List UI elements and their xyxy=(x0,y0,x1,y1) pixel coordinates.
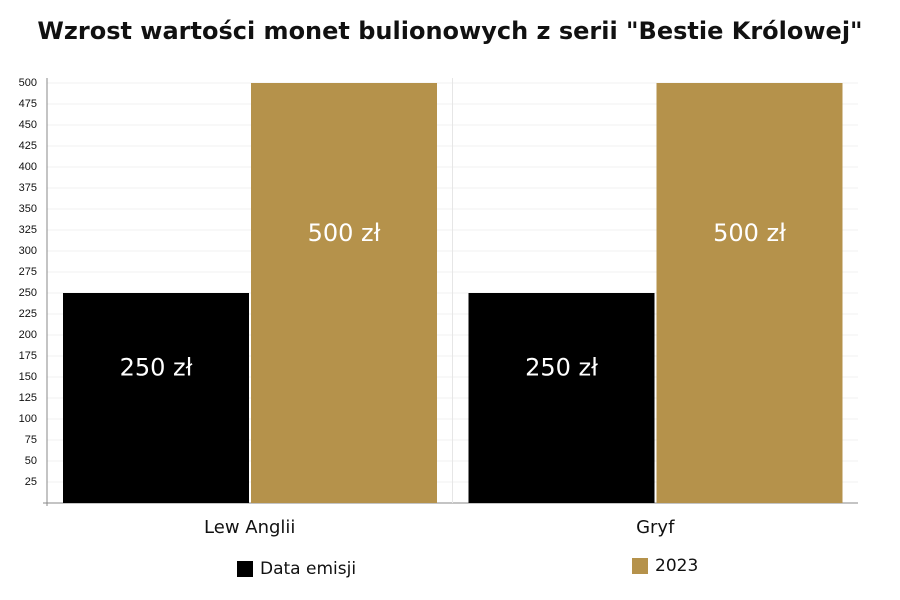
value-label: 250 zł xyxy=(120,354,193,382)
bar xyxy=(656,83,843,503)
y-tick-label: 25 xyxy=(25,476,37,488)
y-tick-label: 225 xyxy=(19,308,37,320)
y-tick-label: 200 xyxy=(19,329,37,341)
chart-title: Wzrost wartości monet bulionowych z seri… xyxy=(37,17,862,45)
y-tick-label: 75 xyxy=(25,434,37,446)
y-tick-label: 100 xyxy=(19,413,37,425)
legend-swatch xyxy=(632,558,648,574)
bar xyxy=(468,293,655,503)
y-tick-label: 350 xyxy=(19,203,37,215)
legend-swatch xyxy=(237,561,253,577)
y-tick-label: 500 xyxy=(19,77,37,89)
x-tick-label: Lew Anglii xyxy=(204,517,295,538)
y-tick-label: 475 xyxy=(19,98,37,110)
y-tick-label: 450 xyxy=(19,119,37,131)
y-tick-label: 325 xyxy=(19,224,37,236)
y-tick-label: 375 xyxy=(19,182,37,194)
x-tick-label: Gryf xyxy=(636,517,675,538)
legend-label: 2023 xyxy=(655,556,698,576)
y-tick-label: 175 xyxy=(19,350,37,362)
y-tick-label: 150 xyxy=(19,371,37,383)
y-tick-label: 400 xyxy=(19,161,37,173)
y-tick-label: 275 xyxy=(19,266,37,278)
y-tick-label: 125 xyxy=(19,392,37,404)
y-tick-label: 250 xyxy=(19,287,37,299)
value-label: 250 zł xyxy=(525,354,598,382)
bar xyxy=(251,83,437,503)
y-tick-label: 425 xyxy=(19,140,37,152)
y-tick-label: 300 xyxy=(19,245,37,257)
bar xyxy=(63,293,249,503)
value-label: 500 zł xyxy=(713,219,786,247)
value-label: 500 zł xyxy=(308,219,381,247)
legend-label: Data emisji xyxy=(260,559,356,579)
y-tick-label: 50 xyxy=(25,455,37,467)
